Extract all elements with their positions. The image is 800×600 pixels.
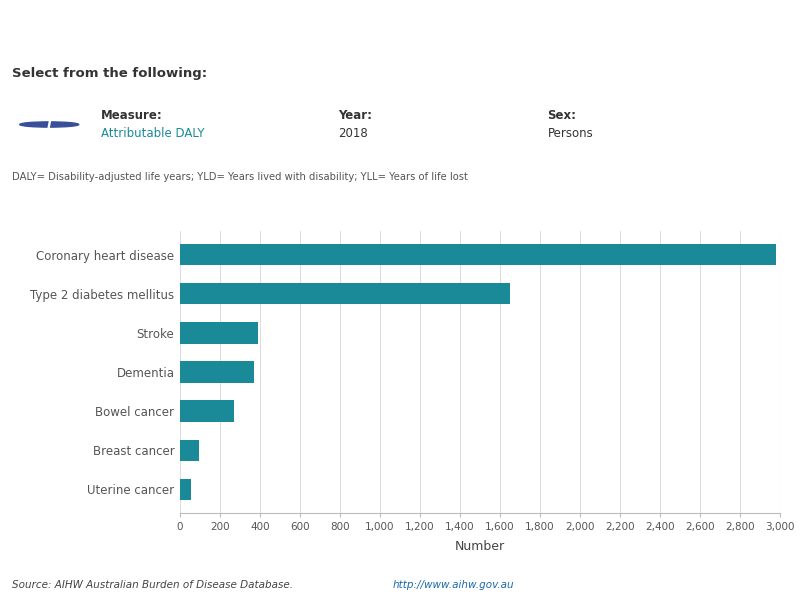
Text: Year:: Year:: [338, 109, 372, 122]
Bar: [180, 361, 254, 383]
Bar: [180, 322, 258, 344]
Text: Attributable DALY: Attributable DALY: [102, 127, 205, 140]
Text: Sex:: Sex:: [547, 109, 577, 122]
Text: http://www.aihw.gov.au: http://www.aihw.gov.au: [392, 580, 514, 590]
Text: Source: AIHW Australian Burden of Disease Database.: Source: AIHW Australian Burden of Diseas…: [12, 580, 296, 590]
Text: Select from the following:: Select from the following:: [12, 67, 207, 80]
Text: DALY= Disability-adjusted life years; YLD= Years lived with disability; YLL= Yea: DALY= Disability-adjusted life years; YL…: [12, 172, 468, 182]
Text: i: i: [47, 117, 52, 131]
Bar: [180, 440, 199, 461]
Text: Attributable DALY due to Physical inactivity among Indigenous Australians, 2018,: Attributable DALY due to Physical inacti…: [20, 203, 670, 216]
Bar: [180, 479, 191, 500]
Text: 2018: 2018: [338, 127, 368, 140]
X-axis label: Number: Number: [455, 541, 505, 553]
Text: Measure:: Measure:: [102, 109, 163, 122]
Bar: [180, 244, 776, 265]
Bar: [180, 400, 234, 422]
Text: Persons: Persons: [547, 127, 593, 140]
Bar: [180, 283, 510, 304]
Circle shape: [20, 122, 78, 127]
